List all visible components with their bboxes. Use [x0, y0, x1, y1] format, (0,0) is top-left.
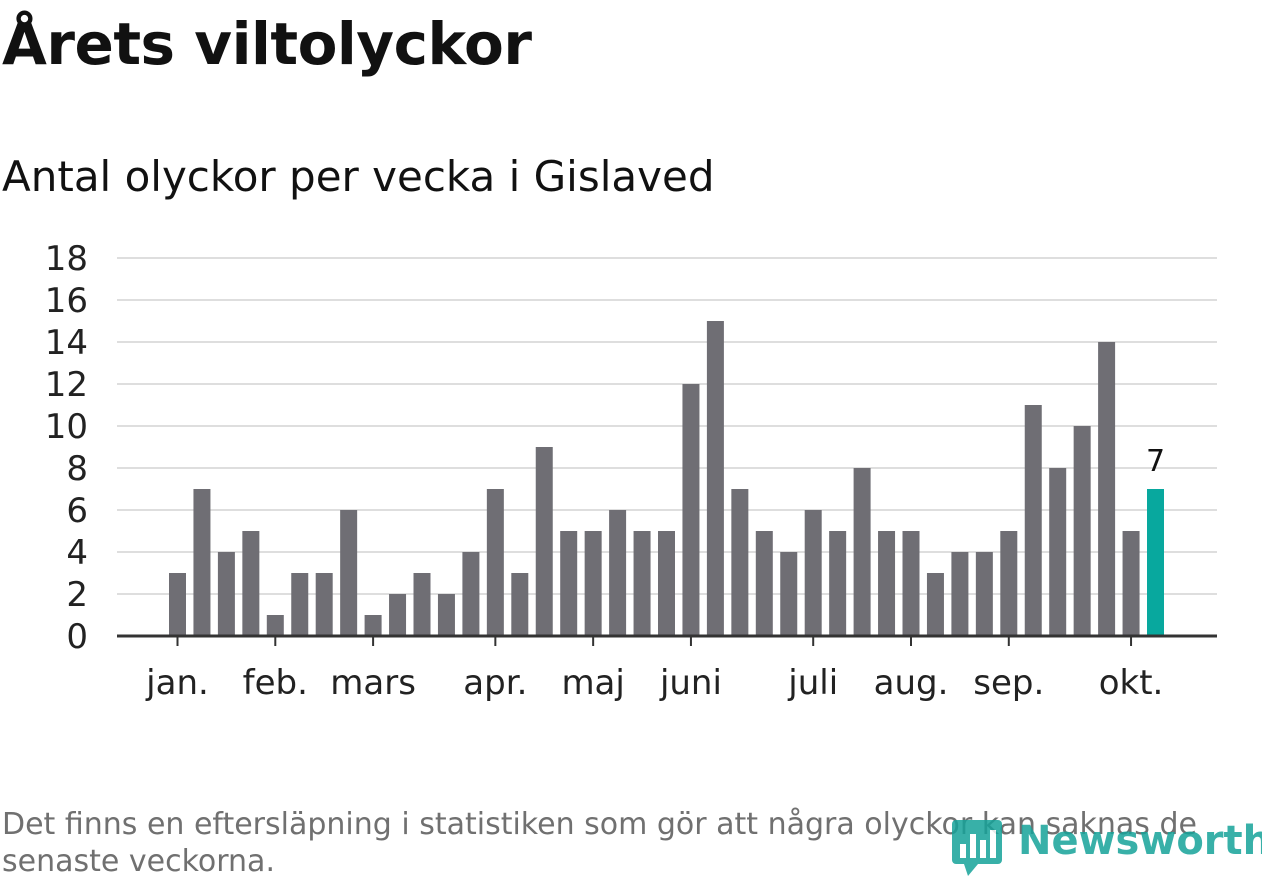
bar — [1049, 468, 1067, 636]
bar — [878, 531, 896, 636]
x-tick-label: apr. — [463, 663, 527, 703]
bar — [1122, 531, 1140, 636]
y-tick-label: 8 — [66, 449, 88, 489]
bar — [535, 447, 553, 636]
bar — [266, 615, 284, 636]
bar — [560, 531, 578, 636]
newsworthy-logo: Newsworthy — [950, 818, 1262, 878]
newsworthy-bar-chart-icon — [952, 820, 1002, 876]
data-labels: 7 — [1146, 444, 1165, 479]
bar — [853, 468, 871, 636]
bar — [437, 594, 455, 636]
bar — [389, 594, 407, 636]
bar — [340, 510, 358, 636]
y-tick-label: 10 — [45, 407, 88, 447]
x-tick-label: aug. — [874, 663, 949, 703]
bar-highlight — [1147, 489, 1164, 636]
x-tick-label: feb. — [243, 663, 308, 703]
bar — [1000, 531, 1018, 636]
chart-title: Årets viltolyckor — [2, 10, 532, 78]
bar — [682, 384, 700, 636]
bar — [780, 552, 798, 636]
y-tick-label: 16 — [45, 281, 88, 321]
y-tick-label: 6 — [66, 491, 88, 531]
bar — [975, 552, 993, 636]
bar — [584, 531, 602, 636]
bar — [951, 552, 969, 636]
x-tick-label: sep. — [973, 663, 1044, 703]
chart-subtitle: Antal olyckor per vecka i Gislaved — [2, 152, 715, 201]
bar — [902, 531, 920, 636]
y-tick-label: 18 — [45, 239, 88, 279]
y-tick-label: 4 — [66, 533, 88, 573]
x-tick-label: juni — [659, 663, 722, 703]
bar — [926, 573, 944, 636]
data-label: 7 — [1146, 444, 1165, 479]
bar — [609, 510, 627, 636]
bar — [511, 573, 529, 636]
bar — [169, 573, 186, 636]
x-tick-label: jan. — [145, 663, 209, 703]
bars — [169, 321, 1164, 636]
bar — [755, 531, 773, 636]
bar — [1024, 405, 1042, 636]
bar — [1073, 426, 1091, 636]
y-tick-label: 14 — [45, 323, 88, 363]
y-tick-label: 2 — [66, 575, 88, 615]
bar — [364, 615, 382, 636]
x-axis: jan. feb. mars apr. maj juni juli aug. sep. okt. — [117, 634, 1217, 703]
bar — [217, 552, 235, 636]
x-tick-label: maj — [561, 663, 624, 703]
bar — [486, 489, 504, 636]
y-tick-label: 0 — [66, 617, 88, 657]
bar — [1098, 342, 1116, 636]
x-tick-label: okt. — [1099, 663, 1164, 703]
bar — [193, 489, 211, 636]
bar — [315, 573, 333, 636]
y-tick-label: 12 — [45, 365, 88, 405]
bar — [413, 573, 431, 636]
bar — [829, 531, 847, 636]
bar — [633, 531, 651, 636]
bar — [242, 531, 260, 636]
bar — [462, 552, 480, 636]
x-tick-label: juli — [787, 663, 838, 703]
bar — [706, 321, 724, 636]
x-tick-label: mars — [330, 663, 416, 703]
logo-text: Newsworthy — [1018, 818, 1262, 864]
bar — [731, 489, 749, 636]
bar — [658, 531, 675, 636]
bar — [291, 573, 309, 636]
bar — [804, 510, 822, 636]
